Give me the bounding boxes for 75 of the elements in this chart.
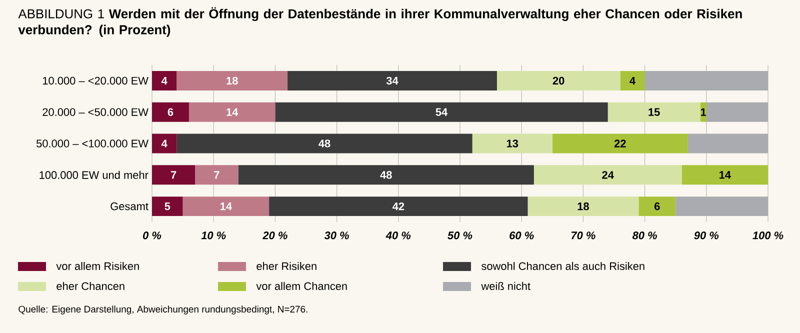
bar [176, 70, 288, 90]
data-label: 34 [386, 76, 398, 85]
bar [638, 196, 676, 216]
bar [195, 165, 238, 185]
data-label: 18 [226, 76, 238, 85]
x-tick-label: 10 % [201, 232, 226, 240]
bar [608, 102, 700, 122]
chart-title: ABBILDUNG 1 Werden mit der Öffnung der Datenbestände in ihrer Kommunalverwaltung eher Chancen oder Risiken verbunden? (in Prozent) [18, 7, 742, 37]
bar [676, 196, 768, 216]
bar [472, 134, 552, 154]
bar [496, 70, 620, 90]
legend-label: eher Chancen [56, 282, 124, 290]
data-label: 6 [168, 108, 174, 116]
bar [182, 196, 270, 216]
bar [275, 102, 608, 122]
data-label: 54 [436, 108, 448, 116]
bar [682, 165, 768, 185]
bar [644, 70, 768, 90]
bar [188, 102, 276, 122]
data-label: 22 [614, 140, 626, 148]
bar [176, 134, 472, 154]
y-tick-label: 100.000 EW und mehr [40, 170, 148, 179]
y-tick-label: Gesamt [110, 202, 148, 210]
x-tick-label: 100 % [752, 232, 784, 240]
data-label: 18 [578, 202, 589, 210]
x-tick-label: 20 % [262, 232, 288, 240]
data-label: 20 [552, 76, 564, 85]
data-label: 48 [380, 171, 392, 179]
bar [152, 102, 189, 122]
bar [706, 102, 768, 122]
bar [688, 134, 768, 154]
data-label: 7 [170, 171, 176, 179]
data-label: 7 [214, 171, 220, 179]
bar [620, 70, 645, 90]
data-label: 4 [161, 76, 168, 84]
legend-label: vor allem Risiken [56, 262, 139, 270]
bar [552, 134, 688, 154]
data-label: 15 [648, 108, 660, 116]
legend-label: eher Risiken [256, 262, 316, 270]
data-label: 48 [318, 140, 330, 148]
source-note: Quelle: Eigene Darstellung, Abweichungen rundungsbedingt, N=276. [18, 306, 308, 314]
bar [528, 196, 639, 216]
y-tick-label: 10.000 – <20.000 EW [42, 76, 148, 85]
data-label: 14 [719, 171, 731, 179]
legend-label: sowohl Chancen als auch Risiken [482, 262, 644, 270]
x-tick-label: 50 % [448, 232, 472, 240]
data-label: 13 [506, 140, 518, 148]
legend-label: weiß nicht [481, 282, 530, 290]
x-tick-label: 0 % [143, 232, 162, 240]
x-tick-label: 90 % [694, 232, 719, 240]
data-label: 1 [700, 108, 706, 116]
y-tick-label: 50.000 – <100.000 EW [36, 140, 148, 148]
bar [152, 134, 177, 154]
bar [152, 196, 183, 216]
data-label: 4 [630, 76, 636, 84]
bar [269, 196, 528, 216]
data-label: 14 [226, 108, 238, 116]
data-label: 4 [161, 140, 168, 148]
x-tick-label: 70 % [571, 232, 596, 240]
bar [152, 70, 177, 90]
bar [534, 165, 682, 185]
x-tick-label: 40 % [386, 232, 411, 240]
x-tick-label: 80 % [632, 232, 657, 240]
data-label: 6 [654, 202, 660, 210]
data-label: 42 [392, 202, 404, 210]
data-label: 24 [602, 171, 614, 179]
bar [288, 70, 497, 90]
legend-label: vor allem Chancen [256, 282, 347, 290]
bar [238, 165, 534, 185]
x-tick-label: 30 % [324, 232, 349, 240]
data-label: 5 [164, 202, 170, 210]
data-label: 14 [220, 202, 232, 210]
x-tick-label: 60 % [510, 232, 534, 240]
bar [152, 165, 196, 185]
y-tick-label: 20.000 – <50.000 EW [42, 108, 148, 116]
